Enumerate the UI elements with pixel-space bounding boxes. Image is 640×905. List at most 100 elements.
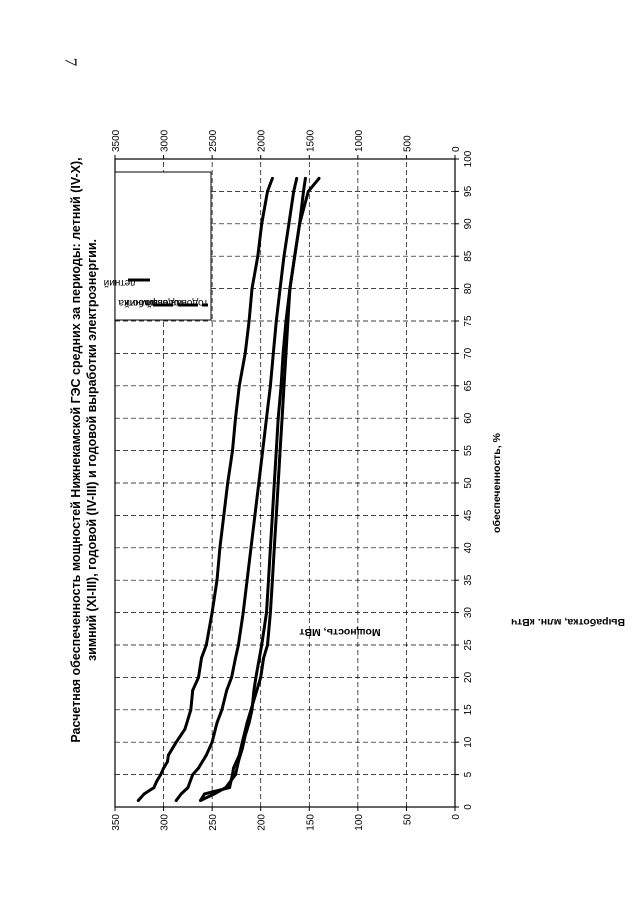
y-right-tick-label: 2000 [257,129,268,152]
series-point-0 [191,773,195,776]
legend-label-winter: зимний [124,297,158,308]
series-point-0 [282,254,286,258]
y-right-tick-label: 1000 [354,129,365,152]
series-point-1 [266,643,269,647]
x-tick-label: 65 [463,380,474,392]
series-point-1 [272,546,276,550]
y-right-tick-label: 0 [451,146,462,152]
series-point-3 [142,792,146,796]
series-point-2 [281,352,285,355]
series-point-1 [255,688,259,692]
series-point-0 [230,675,234,679]
series-point-3 [231,449,234,452]
series-point-1 [278,449,282,452]
series-point-2 [272,481,276,485]
y-right-tick-label: 500 [402,135,413,152]
series-point-2 [199,799,202,802]
series-point-1 [274,513,278,517]
series-point-3 [271,177,274,180]
series-point-3 [215,578,219,582]
series-point-2 [279,384,283,388]
x-tick-label: 80 [463,283,474,295]
series-point-0 [220,708,224,712]
series-point-2 [254,675,258,679]
series-point-0 [210,740,214,744]
series-point-0 [234,656,237,660]
series-point-2 [240,747,244,751]
series-point-2 [212,792,216,796]
series-point-1 [228,786,232,789]
series-point-2 [284,319,288,323]
y-right-tick-label: 3000 [160,129,171,152]
series-point-3 [136,799,140,802]
series-point-0 [237,643,240,647]
chart-title-line-1: Расчетная обеспеченность мощностей Нижне… [69,157,83,742]
x-tick-label: 20 [463,671,474,683]
chart-title-line-2: зимний (XI-III), годовой (IV-III) и годо… [85,239,99,661]
x-tick-label: 15 [463,704,474,716]
series-point-0 [225,688,229,692]
x-tick-label: 35 [463,574,474,586]
series-point-3 [159,773,163,776]
series-point-1 [203,792,206,796]
series-point-1 [282,384,286,388]
x-tick-label: 30 [463,607,474,619]
series-point-2 [252,688,256,692]
series-point-1 [304,177,307,180]
series-point-0 [253,513,257,517]
axis-ticks: 0 5 10 15 20 25 30 35 40 45 50 55 60 65 70 75 80 85 90 95 10… [111,129,474,830]
x-axis-label: обеспеченность, % [491,432,503,533]
series-point-3 [243,352,247,355]
series-point-2 [269,546,272,550]
series-point-3 [155,779,159,783]
series-point-0 [186,786,190,789]
series-point-2 [298,222,302,226]
y-left-tick-label: 50 [402,814,413,826]
series-point-1 [284,352,288,355]
x-tick-label: 85 [463,250,474,262]
rotated-chart: Расчетная обеспеченность мощностей Нижне… [69,129,625,830]
y-left-tick-label: 300 [160,814,171,831]
series-point-3 [183,727,187,731]
x-tick-label: 25 [463,639,474,651]
series-point-3 [200,656,203,660]
x-tick-label: 75 [463,315,474,327]
series-point-3 [260,222,264,226]
series-point-2 [237,760,240,763]
series-point-0 [269,384,272,388]
series-point-3 [185,721,189,725]
series-point-2 [293,254,297,258]
series-point-2 [271,513,274,517]
series-point-1 [276,481,280,485]
series-point-0 [292,190,296,193]
legend: летний зимний годовой годовая выработка [104,171,212,321]
series-point-0 [241,611,245,614]
series-point-2 [250,708,254,712]
legend-label-annual: годовой [146,297,183,308]
series-point-0 [201,760,204,763]
series-point-1 [259,675,263,679]
series-point-3 [204,643,208,647]
series-point-0 [274,319,278,323]
legend-box [114,171,212,321]
y-axis-label-left: Мощность, МВт [299,626,380,638]
series-point-0 [204,753,208,757]
series-point-3 [234,416,237,420]
series-point-1 [232,766,235,770]
series-point-2 [234,773,237,776]
series-point-3 [166,760,169,763]
series-point-3 [247,319,251,323]
series-point-3 [237,384,241,388]
x-tick-label: 70 [463,347,474,359]
series-point-2 [224,786,228,789]
series-point-3 [191,688,195,692]
series-point-0 [265,416,268,420]
series-point-2 [306,190,310,193]
series-point-2 [260,643,264,647]
series-point-2 [247,721,251,725]
series-point-2 [265,611,268,614]
series-point-2 [274,449,278,452]
series-lines [136,176,321,802]
series-point-0 [287,222,291,226]
series-point-0 [249,546,253,550]
